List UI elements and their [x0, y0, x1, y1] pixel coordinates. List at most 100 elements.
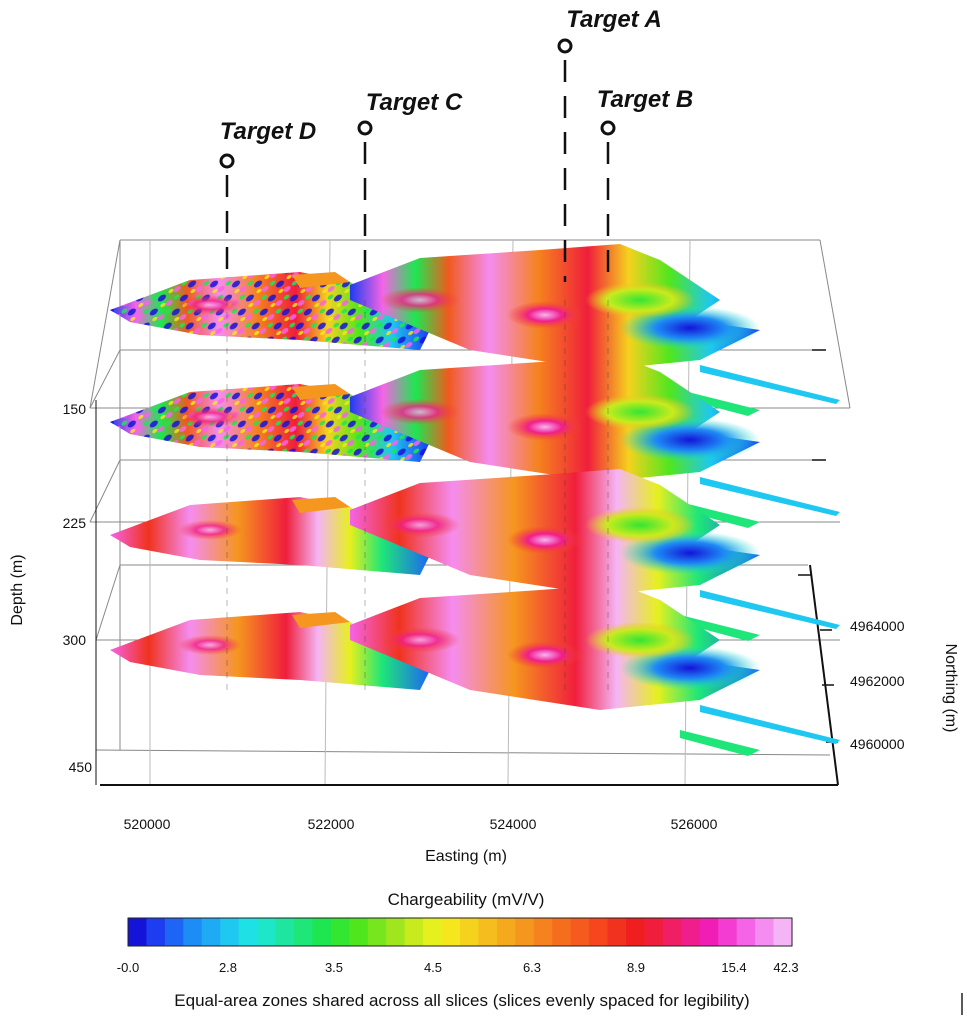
- target-label: Target C: [366, 89, 463, 116]
- colorbar-cell: [496, 918, 516, 946]
- target-label: Target D: [220, 118, 316, 145]
- colorbar-tick: 6.3: [523, 960, 541, 975]
- slice-mid-zone: [585, 507, 695, 543]
- colorbar-cell: [257, 918, 277, 946]
- colorbar-cell: [681, 918, 701, 946]
- target-marker: Target A: [557, 6, 662, 282]
- colorbar-cell: [146, 918, 166, 946]
- slice-high-zone: [380, 512, 460, 538]
- northing-tick: 4962000: [850, 673, 905, 689]
- frame-line: [819, 239, 851, 409]
- colorbar-tick: 2.8: [219, 960, 237, 975]
- depth-slice: [110, 584, 840, 756]
- colorbar-cell: [404, 918, 424, 946]
- frame-line: [89, 459, 121, 523]
- colorbar-cell: [312, 918, 332, 946]
- easting-tick: 520000: [124, 816, 171, 832]
- target-marker: Target B: [597, 86, 693, 282]
- colorbar-cell: [164, 918, 184, 946]
- colorbar-tick: 3.5: [325, 960, 343, 975]
- colorbar-cell: [441, 918, 461, 946]
- colorbar-cell: [128, 918, 148, 946]
- colorbar-cell: [275, 918, 295, 946]
- slice-high-zone: [178, 407, 242, 427]
- frame-line: [95, 564, 121, 641]
- colorbar-title: Chargeability (mV/V): [388, 890, 545, 909]
- slice-streak: [680, 502, 760, 528]
- colorbar-cell: [533, 918, 553, 946]
- colorbar-tick: 42.3: [773, 960, 798, 975]
- colorbar-cell: [589, 918, 609, 946]
- colorbar-tick: 8.9: [627, 960, 645, 975]
- colorbar-cell: [736, 918, 756, 946]
- target-marker: Target C: [357, 89, 463, 282]
- slice-tab: [292, 384, 350, 400]
- northing-axis-line: [809, 564, 839, 786]
- colorbar-cell: [644, 918, 664, 946]
- colorbar-cell: [552, 918, 572, 946]
- slice-mid-zone: [585, 394, 695, 430]
- target-pin-icon: [219, 153, 235, 169]
- frame-line: [95, 749, 831, 756]
- colorbar-cell: [773, 918, 793, 946]
- frame-line: [89, 349, 121, 409]
- slice-high-zone: [507, 413, 583, 441]
- depth-tick: 300: [63, 632, 87, 648]
- slice-tab: [292, 497, 350, 513]
- slice-mid-zone: [585, 282, 695, 318]
- slice-mid-zone: [585, 622, 695, 658]
- colorbar-cell: [699, 918, 719, 946]
- slice-high-zone: [507, 526, 583, 554]
- slice-high-zone: [178, 520, 242, 540]
- colorbar-cell: [755, 918, 775, 946]
- target-pin-icon: [557, 38, 573, 54]
- colorbar-cell: [220, 918, 240, 946]
- slice-streak: [700, 477, 840, 516]
- colorbar-cell: [423, 918, 443, 946]
- colorbar: Chargeability (mV/V) -0.0 2.8 3.5 4.5 6.…: [117, 890, 799, 1010]
- colorbar-cell: [570, 918, 590, 946]
- northing-axis-title: Northing (m): [942, 644, 959, 733]
- depth-tick: 225: [63, 515, 87, 531]
- slice-high-zone: [380, 627, 460, 653]
- easting-axis-title: Easting (m): [425, 848, 507, 865]
- slice-streak: [700, 705, 840, 744]
- colorbar-cell: [718, 918, 738, 946]
- colorbar-cell: [515, 918, 535, 946]
- slice-high-zone: [507, 641, 583, 669]
- slice-streak: [680, 390, 760, 416]
- depth-axis-title: Depth (m): [9, 554, 26, 625]
- slice-streak: [680, 615, 760, 641]
- target-pin-icon: [357, 120, 373, 136]
- easting-tick: 524000: [490, 816, 537, 832]
- target-markers: Target D Target C Target A Target B: [219, 6, 693, 690]
- target-marker: Target D: [219, 118, 316, 282]
- easting-tick: 526000: [671, 816, 718, 832]
- colorbar-cell: [238, 918, 258, 946]
- colorbar-tick: 15.4: [721, 960, 746, 975]
- colorbar-cell: [349, 918, 369, 946]
- slice-streak: [700, 590, 840, 629]
- depth-slice: [110, 469, 840, 641]
- colorbar-border: [127, 917, 793, 947]
- slice-high-zone: [507, 301, 583, 329]
- slice-streak: [700, 365, 840, 404]
- depth-slice: [110, 244, 840, 416]
- colorbar-tick: 4.5: [424, 960, 442, 975]
- depth-tick: 450: [69, 759, 93, 775]
- colorbar-note: Equal-area zones shared across all slice…: [174, 991, 749, 1010]
- target-pin-icon: [600, 120, 616, 136]
- colorbar-cell: [294, 918, 314, 946]
- slice-high-zone: [178, 635, 242, 655]
- slice-high-zone: [380, 287, 460, 313]
- slice-high-zone: [178, 295, 242, 315]
- slice-streak: [680, 730, 760, 756]
- easting-tick: 522000: [308, 816, 355, 832]
- colorbar-cell: [607, 918, 627, 946]
- depth-tick: 150: [63, 401, 87, 417]
- frame-line: [89, 239, 121, 409]
- colorbar-cell: [626, 918, 646, 946]
- colorbar-cell: [460, 918, 480, 946]
- slice-high-zone: [380, 399, 460, 425]
